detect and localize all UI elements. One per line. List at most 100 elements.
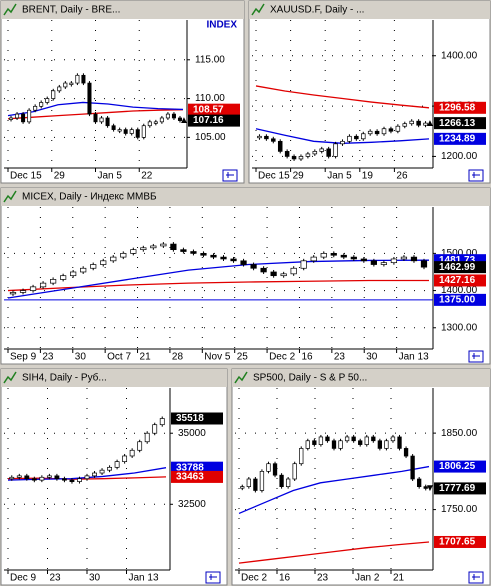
window-title: XAUUSD.F, Daily - ...: [270, 5, 364, 16]
price-label: 1777.69: [439, 483, 476, 494]
candle: [277, 140, 283, 152]
candle: [338, 440, 343, 449]
candle: [253, 478, 258, 491]
axis-header-label: INDEX: [206, 20, 237, 31]
price-label-box: [434, 132, 486, 145]
window-frame: [0, 0, 245, 184]
window-title: SIH4, Daily - Руб...: [22, 372, 107, 384]
candle: [120, 253, 127, 258]
title-bar: [249, 1, 490, 19]
price-label-box: [434, 482, 486, 495]
candle: [57, 86, 62, 92]
candle: [9, 476, 15, 480]
y-tick-label: 110.00: [195, 93, 225, 104]
window-icon: [3, 3, 17, 16]
candle: [340, 140, 345, 145]
candle: [374, 130, 380, 135]
candle: [123, 129, 128, 134]
candle: [69, 479, 75, 482]
candle: [69, 82, 74, 85]
candle: [153, 121, 158, 124]
window-title: MICEX, Daily - Индекс ММВБ: [22, 192, 157, 203]
candle: [326, 148, 331, 157]
candle: [305, 153, 311, 157]
candle: [16, 475, 22, 478]
candle: [330, 253, 337, 256]
candle: [259, 471, 265, 491]
candle: [92, 472, 97, 477]
candle: [257, 135, 262, 139]
candle: [240, 260, 247, 265]
candle: [165, 113, 170, 119]
price-label: 1296.58: [439, 102, 476, 113]
candle: [33, 105, 38, 111]
candle: [377, 440, 383, 449]
price-label-box: [434, 261, 486, 274]
x-tick-label: Jan 13: [399, 352, 429, 363]
candle: [100, 260, 107, 265]
candle: [250, 264, 257, 269]
price-label: 1427.16: [439, 275, 476, 286]
x-tick-label: Dec 2: [269, 352, 296, 363]
candle: [24, 475, 30, 480]
candle: [397, 436, 402, 449]
candle: [320, 253, 327, 258]
title-bar: [232, 369, 490, 387]
candle: [60, 275, 67, 280]
x-tick-label: Dec 15: [10, 171, 42, 182]
candle: [39, 102, 44, 107]
candle: [141, 125, 146, 138]
price-marker: ▲: [179, 115, 189, 126]
candle: [19, 290, 27, 293]
x-tick-label: 30: [89, 573, 101, 584]
candle: [290, 267, 297, 275]
candle: [15, 113, 20, 119]
candle: [54, 475, 60, 480]
candle: [93, 113, 98, 123]
candle: [80, 267, 87, 273]
scroll-icon: [472, 574, 480, 580]
y-tick-label: 1500.00: [441, 248, 478, 259]
y-tick-label: 105.00: [195, 132, 226, 143]
candle: [344, 436, 350, 442]
price-label-box: [171, 470, 223, 483]
candle: [240, 486, 245, 489]
price-label: 1481.73: [439, 255, 476, 266]
window-icon: [3, 371, 17, 384]
price-label-box: [434, 460, 486, 473]
candle: [9, 117, 14, 120]
chart-window: SIH4, Daily - Руб... 35000 32500 Dec 9 23 30 J…: [0, 368, 228, 586]
x-tick-label: 23: [50, 573, 62, 584]
candle: [152, 424, 158, 434]
candle: [279, 474, 284, 487]
candle: [110, 256, 117, 262]
candle: [50, 279, 57, 284]
candle: [388, 128, 394, 132]
candle: [39, 282, 47, 288]
price-label: 1234.89: [439, 133, 476, 144]
chart-window: MICEX, Daily - Индекс ММВБ 1500.00 1400.00…: [0, 187, 491, 365]
price-label-box: [434, 117, 486, 130]
candle: [340, 254, 347, 258]
x-tick-label: Dec 9: [10, 573, 37, 584]
candle: [285, 478, 291, 487]
price-label: 108.57: [193, 104, 224, 115]
candle: [135, 129, 140, 138]
candle: [81, 74, 86, 84]
candle: [45, 98, 50, 103]
candle: [170, 243, 177, 251]
candle: [395, 125, 401, 132]
price-label: 1806.25: [439, 461, 476, 472]
candle: [62, 478, 67, 481]
candle: [416, 120, 421, 126]
candle: [417, 478, 422, 487]
candle: [325, 436, 330, 442]
candle: [87, 82, 92, 115]
candle: [300, 260, 307, 269]
candle: [9, 292, 17, 295]
axis-header: [188, 20, 240, 30]
candle: [147, 121, 152, 127]
price-marker: ▲: [425, 118, 435, 129]
candle: [347, 135, 352, 142]
scroll-icon: [226, 172, 234, 178]
